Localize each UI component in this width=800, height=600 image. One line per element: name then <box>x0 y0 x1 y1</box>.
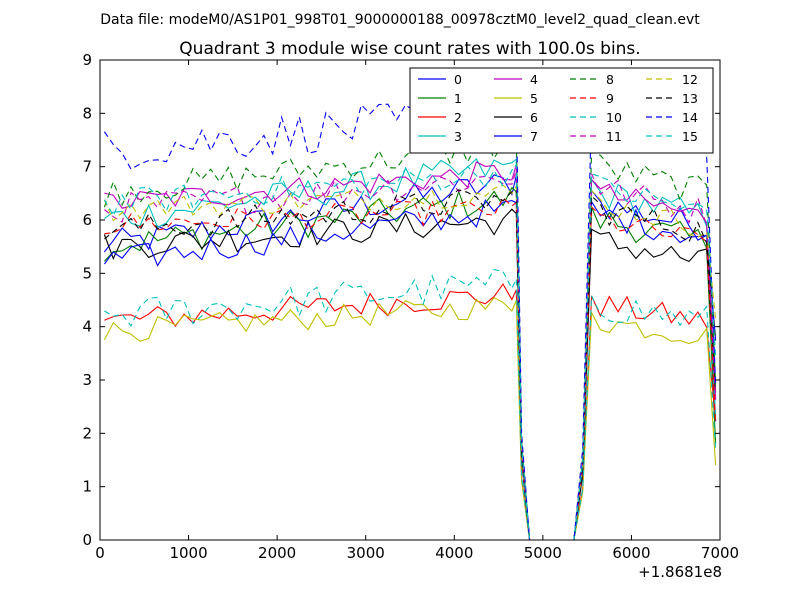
series-line-0 <box>103 174 717 540</box>
legend-label-5: 5 <box>530 91 538 106</box>
y-tick-label: 0 <box>82 531 92 549</box>
legend-label-7: 7 <box>530 129 538 144</box>
y-tick-label: 6 <box>82 211 92 229</box>
series-line-2 <box>104 283 717 540</box>
x-tick-label: 4000 <box>435 544 473 562</box>
y-tick-label: 2 <box>82 424 92 442</box>
series-line-6 <box>103 208 717 540</box>
legend-label-0: 0 <box>454 72 462 87</box>
x-tick-label: 7000 <box>701 544 739 562</box>
legend-label-9: 9 <box>606 91 614 106</box>
y-tick-label: 1 <box>82 478 92 496</box>
x-tick-label: 1000 <box>169 544 207 562</box>
x-tick-label: 0 <box>95 544 105 562</box>
legend-label-13: 13 <box>682 91 698 106</box>
series-line-14 <box>103 92 717 540</box>
series-line-5 <box>103 297 717 540</box>
legend-label-12: 12 <box>682 72 698 87</box>
y-tick-label: 4 <box>82 318 92 336</box>
chart-suptitle: Data file: modeM0/AS1P01_998T01_90000001… <box>100 12 700 28</box>
x-tick-label: 2000 <box>258 544 296 562</box>
series-line-7 <box>103 198 717 540</box>
y-tick-label: 3 <box>82 371 92 389</box>
series-line-12 <box>103 184 717 540</box>
legend-label-4: 4 <box>530 72 538 87</box>
series-line-13 <box>104 189 717 540</box>
plot-frame <box>99 59 721 541</box>
series-line-10 <box>104 268 717 540</box>
legend-label-1: 1 <box>454 91 462 106</box>
y-tick-label: 8 <box>82 104 92 122</box>
x-tick-label: 5000 <box>524 544 562 562</box>
x-offset-label: +1.8681e8 <box>638 563 722 581</box>
y-tick-label: 7 <box>82 158 92 176</box>
legend-label-14: 14 <box>682 110 698 125</box>
legend-label-8: 8 <box>606 72 614 87</box>
legend-label-6: 6 <box>530 110 538 125</box>
series-line-3 <box>104 158 717 540</box>
x-tick-label: 3000 <box>347 544 385 562</box>
plot-lines <box>103 92 717 540</box>
legend-label-10: 10 <box>606 110 622 125</box>
series-line-8 <box>103 137 717 540</box>
legend-label-11: 11 <box>606 129 622 144</box>
x-tick-label: 6000 <box>612 544 650 562</box>
series-line-15 <box>103 163 717 540</box>
legend-label-2: 2 <box>454 110 462 125</box>
legend-label-15: 15 <box>682 129 698 144</box>
series-line-9 <box>104 197 717 540</box>
series-line-11 <box>104 169 717 540</box>
series-line-1 <box>103 186 717 540</box>
legend-box <box>409 67 714 154</box>
legend-label-3: 3 <box>454 129 462 144</box>
chart-title: Quadrant 3 module wise count rates with … <box>179 39 640 59</box>
y-tick-label: 9 <box>82 51 92 69</box>
y-tick-label: 5 <box>82 264 92 282</box>
series-line-4 <box>104 161 717 540</box>
